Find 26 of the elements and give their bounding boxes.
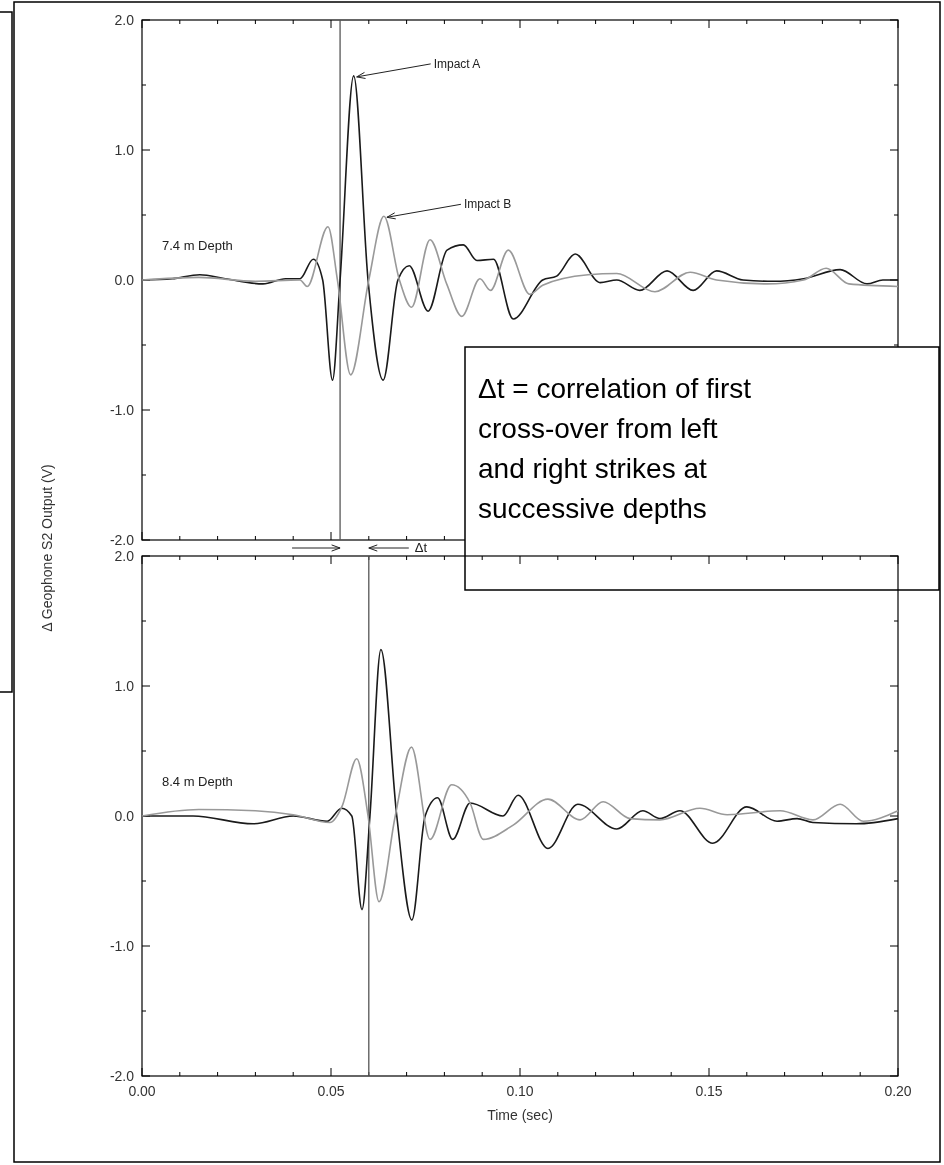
x-tick-label: 0.05 bbox=[317, 1083, 345, 1099]
y-tick-label: -1.0 bbox=[109, 402, 135, 418]
line-series bbox=[141, 215, 899, 376]
line-series bbox=[141, 648, 899, 921]
y-tick-label: 0.0 bbox=[114, 808, 135, 824]
y-tick-label: 2.0 bbox=[114, 548, 135, 564]
x-tick-label: 0.20 bbox=[884, 1083, 912, 1099]
y-axis-title: Δ Geophone S2 Output (V) bbox=[39, 464, 55, 632]
y-tick-label: -2.0 bbox=[109, 1068, 135, 1084]
annotation: 7.4 m Depth bbox=[162, 238, 233, 253]
x-tick-label: 0.00 bbox=[128, 1083, 156, 1099]
x-axis-title: Time (sec) bbox=[487, 1107, 553, 1123]
y-tick-label: 1.0 bbox=[114, 678, 135, 694]
text: Impact A bbox=[433, 56, 481, 71]
x-tick-label: 0.15 bbox=[695, 1083, 723, 1099]
y-tick-label: -2.0 bbox=[109, 532, 135, 548]
text: Impact B bbox=[463, 197, 512, 212]
y-tick-label: 2.0 bbox=[114, 12, 135, 28]
y-tick-label: 0.0 bbox=[114, 272, 135, 288]
annotation: Δt bbox=[414, 540, 428, 555]
x-tick-label: 0.10 bbox=[506, 1083, 534, 1099]
annotation: Δt = correlation of first cross-over from left and right strikes at successive depths bbox=[478, 373, 752, 524]
y-tick-label: -1.0 bbox=[109, 938, 135, 954]
line-series bbox=[141, 746, 899, 903]
y-tick-label: 1.0 bbox=[114, 142, 135, 158]
annotation: 8.4 m Depth bbox=[162, 774, 233, 789]
